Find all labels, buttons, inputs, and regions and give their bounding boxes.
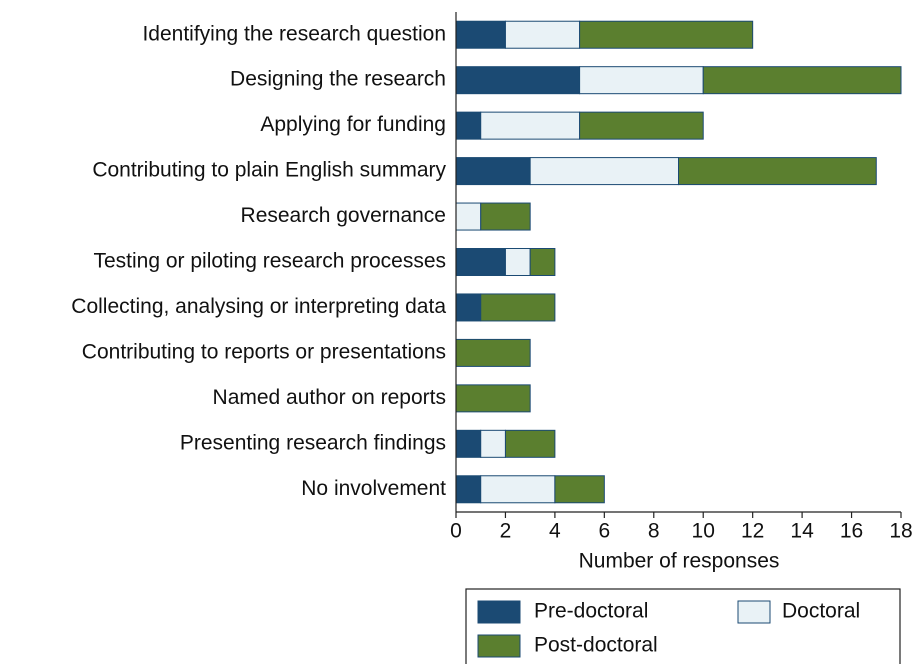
bar-segment — [678, 157, 877, 186]
y-tick-label: Contributing to plain English summary — [92, 159, 446, 182]
bar-segment — [455, 20, 506, 49]
bar-segment — [579, 66, 704, 95]
bar-segment — [529, 248, 556, 276]
y-tick-label: Designing the research — [230, 68, 446, 91]
bar-segment — [455, 66, 581, 95]
x-tick-label: 18 — [889, 520, 912, 543]
x-tick-label: 0 — [450, 520, 462, 543]
bar-segment — [455, 429, 482, 458]
bar-segment — [480, 475, 556, 504]
bar-segment — [702, 66, 902, 95]
y-tick-label: Identifying the research question — [142, 22, 446, 45]
bar-segment — [455, 248, 506, 276]
bar-segment — [480, 111, 581, 140]
legend-label: Post-doctoral — [534, 634, 658, 657]
bar-segment — [455, 157, 531, 186]
legend-label: Doctoral — [782, 600, 860, 623]
y-tick-label: Research governance — [241, 204, 446, 227]
bar-segment — [480, 429, 506, 458]
y-tick-label: Collecting, analysing or interpreting da… — [71, 295, 446, 318]
legend-swatch — [477, 600, 521, 624]
y-tick-label: No involvement — [301, 477, 446, 500]
legend-label: Pre-doctoral — [534, 600, 648, 623]
bar-segment — [455, 384, 531, 413]
x-tick-label: 14 — [790, 520, 814, 543]
x-axis-title: Number of responses — [579, 550, 780, 573]
bar-segment — [579, 111, 704, 140]
bar-segment — [480, 293, 556, 322]
bar-segment — [504, 20, 581, 49]
x-tick-label: 8 — [648, 520, 660, 543]
bar-segment — [455, 338, 531, 367]
x-tick-label: 2 — [500, 520, 512, 543]
x-tick-label: 4 — [549, 520, 561, 543]
y-tick-label: Named author on reports — [213, 386, 446, 409]
bar-segment — [504, 429, 556, 458]
bar-segment — [554, 475, 605, 504]
bar-segment — [579, 20, 754, 49]
y-tick-label: Testing or piloting research processes — [93, 250, 446, 273]
y-tick-label: Contributing to reports or presentations — [82, 340, 446, 363]
bar-segment — [504, 248, 531, 276]
bar-segment — [455, 293, 482, 322]
legend-swatch — [737, 600, 771, 624]
x-tick-label: 12 — [741, 520, 764, 543]
bar-segment — [455, 202, 482, 231]
x-tick-label: 6 — [598, 520, 610, 543]
y-tick-label: Applying for funding — [260, 113, 446, 136]
bar-segment — [480, 202, 531, 231]
x-tick-label: 16 — [840, 520, 863, 543]
bar-segment — [529, 157, 680, 186]
bar-segment — [455, 111, 482, 140]
legend-swatch — [477, 634, 521, 658]
y-tick-label: Presenting research findings — [180, 431, 446, 454]
x-tick-label: 10 — [692, 520, 715, 543]
bar-segment — [455, 475, 482, 504]
legend-box — [465, 588, 901, 664]
